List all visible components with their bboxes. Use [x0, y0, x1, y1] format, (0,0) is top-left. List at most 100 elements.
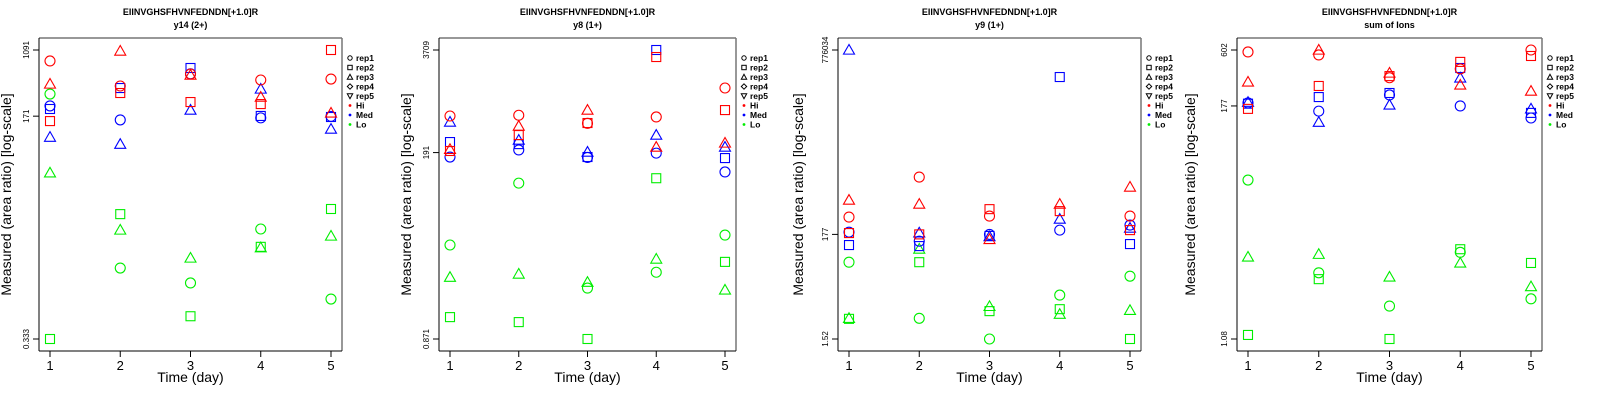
legend-label: Lo — [1556, 120, 1566, 130]
data-point-lo-rep2-day3 — [582, 333, 593, 345]
data-point-lo-rep1-day2 — [913, 312, 925, 324]
data-point-lo-rep2-day3 — [984, 306, 995, 317]
x-tick-label: 1 — [446, 358, 453, 373]
chart-panel-1: EIINVGHSFHVNFEDNDN[+1.0]R y14 (2+) 1 2 3 4 5 10… — [0, 7, 374, 385]
legend-label: Med — [1556, 110, 1573, 120]
legend-label: rep3 — [1556, 72, 1574, 82]
legend-label: rep2 — [356, 63, 374, 73]
data-point-hi-rep3-day5 — [1524, 84, 1538, 96]
data-point-med-rep3-day3 — [184, 103, 197, 115]
data-point-hi-rep2-day4 — [1455, 56, 1466, 67]
data-point-med-rep2-day1 — [44, 103, 56, 115]
x-axis-label: Time (day) — [554, 369, 620, 385]
legend-marker-rep1 — [1547, 55, 1553, 61]
data-point-lo-rep1-day5 — [719, 229, 731, 241]
data-point-med-rep2-day4 — [651, 44, 662, 56]
data-point-med-rep2-day1 — [843, 240, 855, 251]
data-point-hi-rep1-day3 — [983, 210, 996, 222]
x-tick-label: 3 — [584, 358, 591, 373]
legend-color-lo — [1548, 123, 1552, 126]
data-point-lo-rep3-day1 — [43, 166, 57, 178]
data-point-med-rep1-day2 — [114, 114, 126, 126]
legend-label: rep5 — [356, 91, 374, 101]
data-point-med-rep2-day5 — [1525, 107, 1537, 118]
legend-label: rep5 — [1155, 91, 1173, 101]
data-point-hi-rep3-day3 — [1383, 66, 1396, 78]
x-tick-label: 4 — [653, 358, 660, 373]
chart-subtitle: y8 (1+) — [573, 20, 602, 30]
data-point-hi-rep1-day3 — [1383, 72, 1396, 84]
data-point-hi-rep1-day4 — [255, 74, 267, 86]
data-point-hi-rep2-day5 — [1124, 225, 1136, 236]
data-point-med-rep2-day5 — [719, 153, 731, 164]
data-point-lo-rep3-day1 — [1241, 250, 1255, 262]
legend-marker-rep4 — [346, 83, 354, 90]
data-point-hi-rep2-day1 — [44, 116, 56, 127]
data-point-lo-rep1-day2 — [513, 177, 525, 189]
legend-label: rep4 — [1155, 82, 1173, 92]
data-point-hi-rep3-day4 — [1053, 197, 1067, 209]
data-point-med-rep2-day3 — [984, 230, 995, 241]
data-point-med-rep3-day1 — [43, 130, 57, 142]
legend-marker-rep2 — [1146, 64, 1152, 71]
data-point-med-rep3-day3 — [581, 145, 594, 157]
y-tick-label: 191 — [422, 145, 431, 159]
data-point-lo-rep1-day4 — [650, 266, 662, 278]
data-point-lo-rep1-day3 — [1383, 300, 1396, 312]
legend-label: rep3 — [356, 72, 374, 82]
x-tick-label: 1 — [845, 358, 852, 373]
legend-label: Lo — [356, 120, 366, 130]
data-point-med-rep1-day4 — [255, 112, 267, 124]
y-tick-label: 177 — [821, 227, 830, 241]
y-axis-label: Measured (area ratio) [log-scale] — [790, 93, 806, 295]
legend-label: rep1 — [750, 53, 768, 63]
legend-color-lo — [348, 123, 352, 126]
data-point-hi-rep1-day1 — [444, 110, 456, 122]
data-point-hi-rep1-day2 — [114, 80, 126, 92]
data-point-med-rep1-day4 — [650, 147, 662, 159]
data-point-lo-rep3-day5 — [718, 283, 732, 295]
x-tick-label: 4 — [1056, 358, 1063, 373]
data-point-hi-rep3-day4 — [1453, 78, 1467, 90]
legend-color-hi — [1147, 104, 1151, 107]
legend-color-med — [742, 113, 746, 117]
data-point-lo-rep3-day2 — [912, 242, 926, 254]
legend-label: rep5 — [1556, 91, 1574, 101]
chart-panel-2: EIINVGHSFHVNFEDNDN[+1.0]R y8 (1+) 1 2 3 4 5 370… — [398, 7, 768, 385]
data-point-lo-rep1-day1 — [444, 239, 456, 251]
legend-label: rep1 — [1155, 53, 1173, 63]
data-point-med-rep3-day2 — [1312, 115, 1326, 127]
chart-title: EIINVGHSFHVNFEDNDN[+1.0]R — [1322, 7, 1458, 17]
data-point-lo-rep1-day4 — [1054, 289, 1066, 301]
x-tick-label: 5 — [1126, 358, 1133, 373]
legend-marker-rep1 — [347, 55, 353, 61]
data-point-lo-rep2-day2 — [513, 317, 524, 328]
data-point-lo-rep1-day2 — [1313, 267, 1325, 279]
legend-label: Med — [356, 110, 373, 120]
data-point-hi-rep2-day3 — [185, 96, 196, 108]
data-point-lo-rep2-day3 — [185, 311, 196, 322]
data-point-hi-rep1-day5 — [1124, 210, 1136, 222]
legend-label: Hi — [356, 101, 365, 111]
data-point-hi-rep3-day2 — [512, 119, 526, 131]
y-tick-label: 0.871 — [422, 328, 431, 349]
data-point-med-rep3-day1 — [443, 115, 457, 127]
x-tick-label: 3 — [1386, 358, 1393, 373]
x-tick-label: 3 — [986, 358, 993, 373]
data-point-lo-rep1-day1 — [44, 88, 56, 100]
legend-marker-rep3 — [346, 73, 354, 80]
data-point-hi-rep2-day1 — [1242, 103, 1254, 114]
data-point-lo-rep1-day3 — [983, 333, 996, 345]
legend-color-hi — [742, 104, 746, 107]
y-tick-label: 776034 — [821, 36, 830, 63]
x-tick-label: 4 — [1457, 358, 1464, 373]
data-point-lo-rep2-day1 — [1242, 329, 1254, 341]
data-point-lo-rep2-day2 — [115, 209, 126, 220]
data-point-lo-rep1-day5 — [325, 293, 337, 305]
data-point-lo-rep1-day4 — [255, 223, 267, 235]
legend-marker-rep3 — [1546, 73, 1554, 80]
data-point-lo-rep2-day1 — [843, 313, 855, 324]
chart-subtitle: sum of Ions — [1364, 20, 1415, 30]
